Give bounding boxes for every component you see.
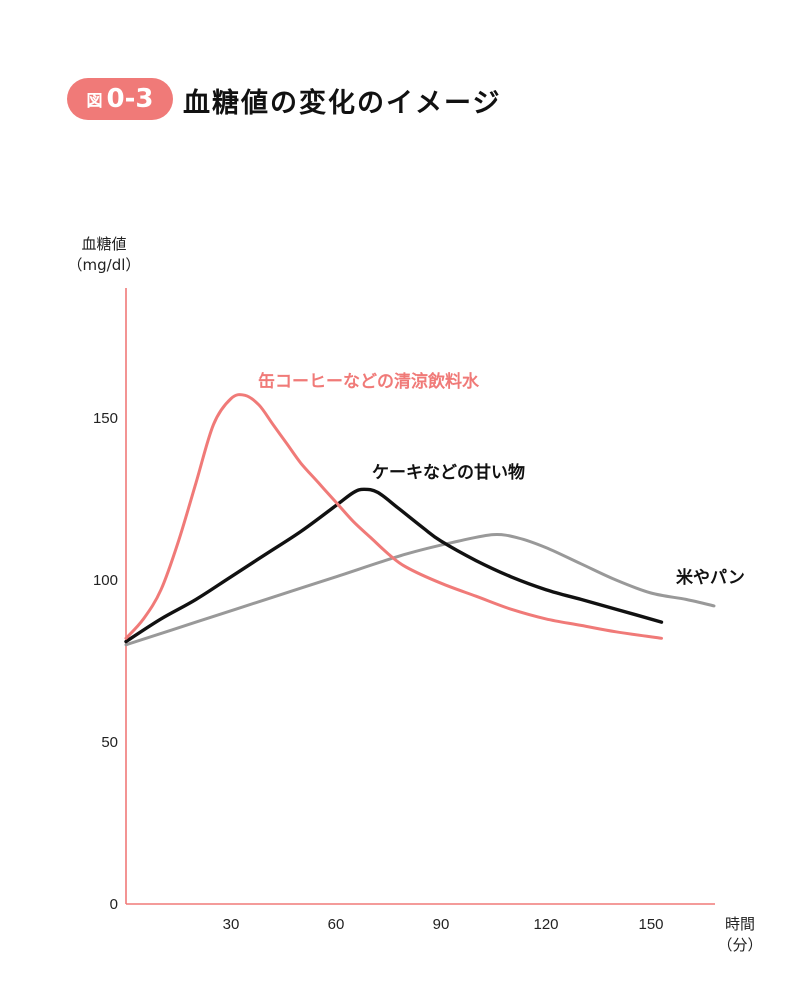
y-axis-title: 血糖値 <box>81 235 126 253</box>
series-label-sweets: ケーキなどの甘い物 <box>372 462 525 483</box>
y-tick-label: 50 <box>101 734 118 751</box>
y-axis-unit: （mg/dl） <box>68 256 141 274</box>
series-label-rice-bread: 米やパン <box>676 567 745 588</box>
x-tick-label: 30 <box>223 916 240 933</box>
figure-badge-number: 0-3 <box>106 84 154 114</box>
x-tick-label: 150 <box>638 916 663 933</box>
figure-number-badge: 図 0-3 <box>67 78 173 120</box>
x-axis-unit: （分） <box>717 936 762 954</box>
x-tick-label: 120 <box>533 916 558 933</box>
series-lines <box>124 393 716 647</box>
y-tick-labels: 0 50 100 150 <box>93 410 118 913</box>
series-line-soft-drinks <box>124 393 663 640</box>
x-tick-label: 90 <box>433 916 450 933</box>
series-line-rice-bread <box>124 533 716 647</box>
series-label-soft-drinks: 缶コーヒーなどの清涼飲料水 <box>258 371 480 392</box>
y-tick-label: 100 <box>93 572 118 589</box>
y-tick-label: 0 <box>110 896 118 913</box>
figure-badge-prefix: 図 <box>86 91 103 110</box>
series-line-sweets <box>124 487 664 644</box>
y-tick-label: 150 <box>93 410 118 427</box>
x-tick-labels: 30 60 90 120 150 <box>223 916 664 933</box>
x-axis-title: 時間 <box>725 915 755 933</box>
x-tick-label: 60 <box>328 916 345 933</box>
figure-title: 血糖値の変化のイメージ <box>183 88 502 119</box>
